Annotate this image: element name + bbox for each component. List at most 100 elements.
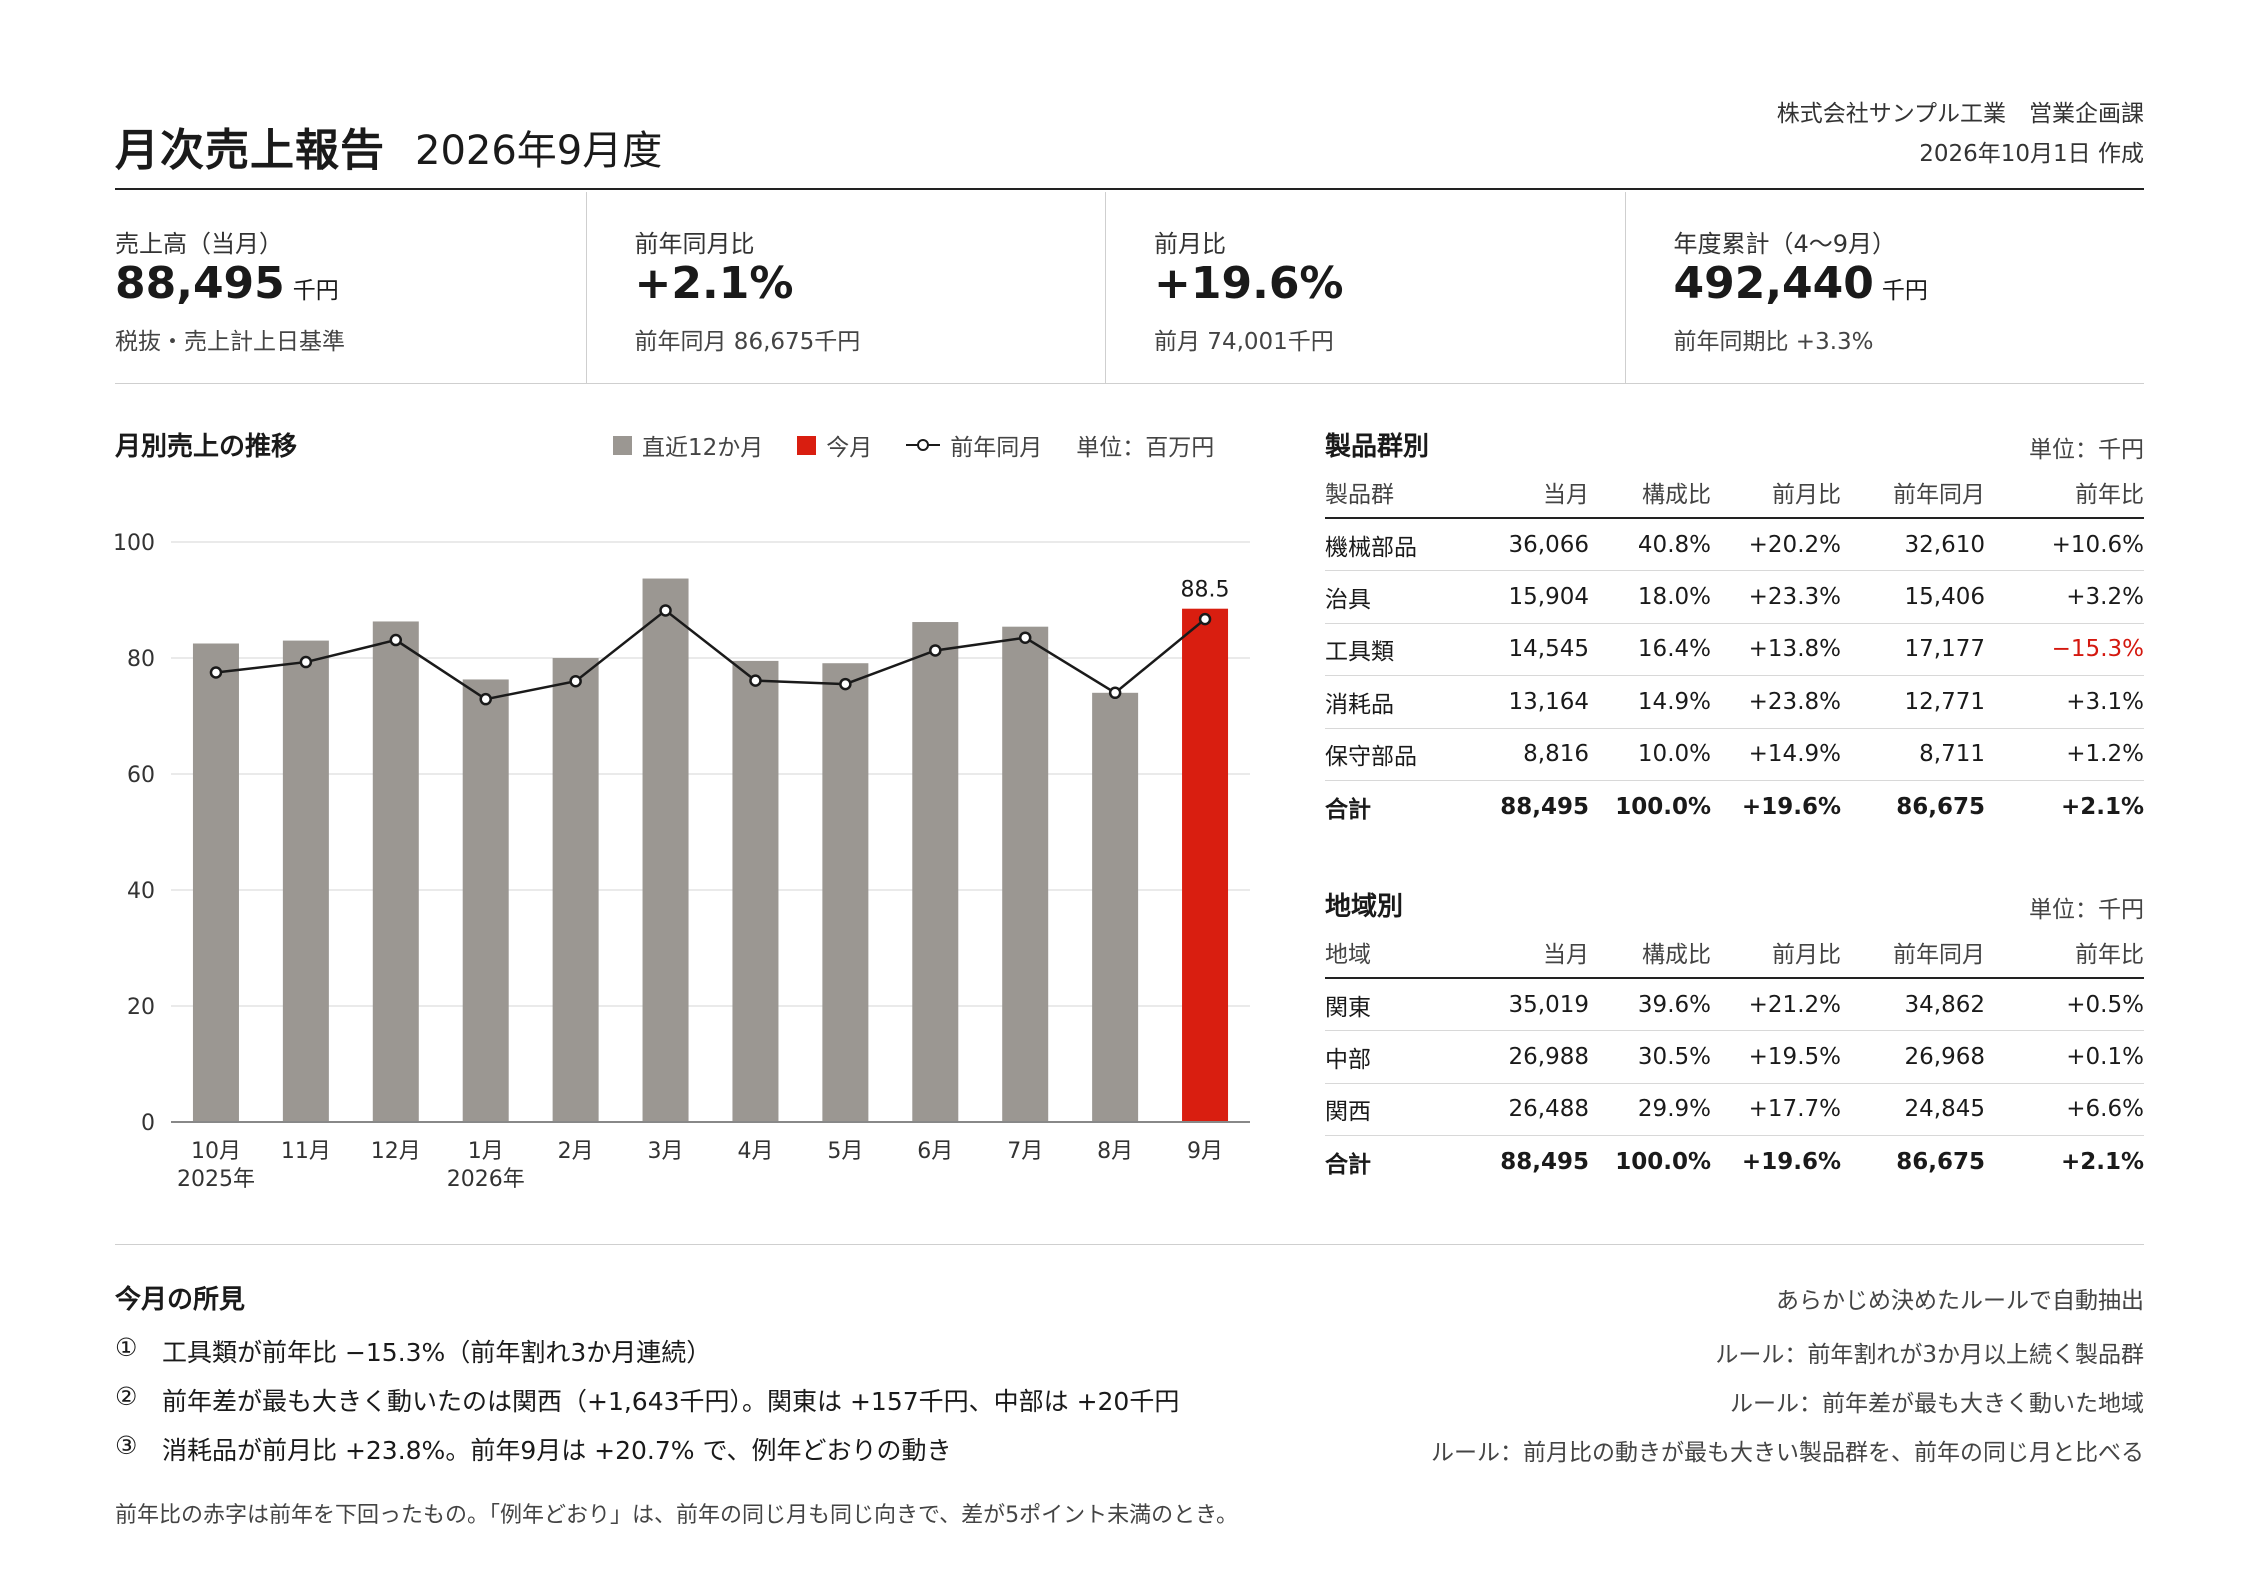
x-year-label: 2025年 — [177, 1167, 255, 1192]
bar — [822, 663, 869, 1122]
legend-swatch-gray — [613, 435, 632, 455]
table-cell: +2.1% — [2060, 794, 2144, 820]
prior-year-point — [569, 674, 582, 688]
table-cell: 合計 — [1325, 797, 1371, 823]
y-tick-label: 60 — [127, 763, 155, 788]
prior-year-point — [929, 644, 942, 657]
table-cell: +0.1% — [1985, 1030, 2144, 1084]
kpi-value: 88,495 千円 — [115, 258, 339, 309]
prior-year-point — [659, 604, 672, 617]
table-row: 消耗品 13,164 14.9% +23.8% 12,771 +3.1% — [1325, 675, 2144, 729]
bar — [732, 660, 779, 1122]
x-tick-label: 4月 — [737, 1139, 773, 1164]
bar — [1002, 626, 1049, 1122]
prior-year-point — [1108, 686, 1122, 700]
prior-year-point — [389, 633, 403, 647]
product-header-cell: 前月比 — [1711, 466, 1841, 519]
table-cell: 保守部品 — [1325, 728, 1445, 781]
region-header-cell: 前年比 — [1985, 926, 2144, 979]
y-tick-label: 0 — [141, 1111, 155, 1136]
bar-current-month — [1182, 608, 1229, 1122]
finding-text: 前年差が最も大きく動いたのは関西（+1,643千円）。関東は +157千円、中部… — [162, 1387, 1180, 1416]
table-cell: 治具 — [1325, 570, 1445, 624]
table-cell: +2.1% — [2060, 1149, 2144, 1175]
finding-number: ③ — [115, 1431, 138, 1460]
x-tick-label: 11月 — [281, 1139, 331, 1164]
table-cell: 機械部品 — [1325, 518, 1445, 571]
table-cell: 86,675 — [1896, 1149, 1985, 1175]
legend-prior: 前年同月 — [906, 428, 1042, 462]
table-total-row: 合計 88,495 100.0% +19.6% 86,675 +2.1% — [1325, 1136, 2144, 1189]
finding-rule: ルール：前年差が最も大きく動いた地域 — [1730, 1391, 2144, 1417]
bar — [642, 578, 689, 1122]
table-cell: 合計 — [1325, 1152, 1371, 1178]
x-tick-label: 1月 — [468, 1139, 504, 1164]
product-header-cell: 製品群 — [1325, 466, 1445, 519]
x-tick-label: 3月 — [648, 1139, 684, 1164]
kpi-yoy: 前年同月比 +2.1% 前年同月 86,675千円 — [587, 192, 1106, 383]
product-header-cell: 前年比 — [1985, 466, 2144, 519]
kpi-value: 492,440 千円 — [1673, 258, 1928, 309]
kpi-label: 前月比 — [1154, 230, 1226, 258]
prior-year-point — [1198, 612, 1212, 626]
region-table: 地域 当月 構成比 前月比 前年同月 前年比 関東 35,019 39.6% +21.2% 34,… — [1325, 926, 2144, 1188]
kpi-sub: 前年同期比 +3.3% — [1673, 329, 1874, 355]
region-table-section: 地域別 単位：千円 地域 当月 構成比 前月比 前年同月 前年比 関東 35,019 39.6… — [1325, 886, 2144, 1188]
finding-item: ③ 消耗品が前月比 +23.8%。前年9月は +20.7% で、例年どおりの動き… — [115, 1431, 2144, 1471]
table-cell: +14.9% — [1711, 728, 1841, 781]
table-cell: 40.8% — [1589, 518, 1711, 571]
bar — [192, 643, 239, 1122]
table-cell: 24,845 — [1841, 1083, 1985, 1136]
region-header-cell: 地域 — [1325, 926, 1445, 979]
prior-year-point — [839, 677, 852, 691]
table-cell: 工具類 — [1325, 623, 1445, 676]
x-year-label: 2026年 — [447, 1167, 525, 1192]
created-date: 2026年10月1日 作成 — [1919, 141, 2144, 167]
x-tick-label: 10月 — [191, 1139, 241, 1164]
table-cell: 消耗品 — [1325, 675, 1445, 729]
table-cell: +6.6% — [1985, 1083, 2144, 1136]
table-cell: 13,164 — [1445, 675, 1589, 729]
report-page: 月次売上報告 2026年9月度 株式会社サンプル工業 営業企画課 2026年10… — [115, 0, 2144, 1588]
product-table-title: 製品群別 — [1325, 432, 1430, 462]
table-cell: +17.7% — [1711, 1083, 1841, 1136]
table-row: 保守部品 8,816 10.0% +14.9% 8,711 +1.2% — [1325, 728, 2144, 781]
table-cell: 86,675 — [1896, 794, 1985, 820]
legend-current: 今月 — [797, 428, 872, 462]
table-cell: 14.9% — [1589, 675, 1711, 729]
table-cell: +23.3% — [1711, 570, 1841, 624]
table-cell: 26,488 — [1445, 1083, 1589, 1136]
kpi-sales: 売上高（当月） 88,495 千円 税抜・売上計上日基準 — [115, 192, 587, 383]
report-header: 月次売上報告 2026年9月度 株式会社サンプル工業 営業企画課 2026年10… — [115, 90, 2144, 190]
product-table-section: 製品群別 単位：千円 製品群 当月 構成比 前月比 前年同月 前年比 機械部品 36,066… — [1325, 426, 2144, 833]
table-cell: +21.2% — [1711, 978, 1841, 1031]
organization-name: 株式会社サンプル工業 営業企画課 — [1776, 101, 2144, 127]
table-cell: +13.8% — [1711, 623, 1841, 676]
table-cell: +20.2% — [1711, 518, 1841, 571]
chart-legend: 直近12か月 今月 前年同月 単位：百万円 — [613, 428, 1214, 462]
region-header-cell: 前年同月 — [1841, 926, 1985, 979]
monthly-sales-chart: 0 20 40 60 80 100 88.5 10月 2025年 11月 12月 1月 2026年 2月 3… — [115, 531, 1250, 1192]
legend-line-marker — [906, 439, 941, 451]
table-cell: +19.6% — [1741, 794, 1841, 820]
y-tick-label: 20 — [127, 995, 155, 1020]
kpi-sub: 税抜・売上計上日基準 — [115, 329, 345, 355]
prior-year-line — [215, 608, 1206, 701]
finding-item: ① 工具類が前年比 −15.3%（前年割れ3か月連続） ルール：前年割れが3か月… — [115, 1333, 2144, 1373]
x-tick-label: 6月 — [917, 1139, 953, 1164]
table-cell: 中部 — [1325, 1030, 1445, 1084]
region-table-unit: 単位：千円 — [2029, 897, 2144, 923]
table-cell: +10.6% — [1985, 518, 2144, 571]
table-total-row: 合計 88,495 100.0% +19.6% 86,675 +2.1% — [1325, 781, 2144, 834]
report-title: 月次売上報告 — [115, 125, 385, 176]
table-cell: +3.2% — [1985, 570, 2144, 624]
y-tick-label: 40 — [127, 879, 155, 904]
bar — [372, 621, 419, 1122]
x-tick-label: 2月 — [558, 1139, 594, 1164]
findings-title: 今月の所見 — [115, 1285, 246, 1315]
data-label: 88.5 — [1181, 578, 1230, 603]
kpi-ytd: 年度累計（4〜9月） 492,440 千円 前年同期比 +3.3% — [1626, 192, 2145, 383]
table-cell: +1.2% — [1985, 728, 2144, 781]
kpi-label: 年度累計（4〜9月） — [1673, 230, 1897, 258]
table-cell: +0.5% — [1985, 978, 2144, 1031]
